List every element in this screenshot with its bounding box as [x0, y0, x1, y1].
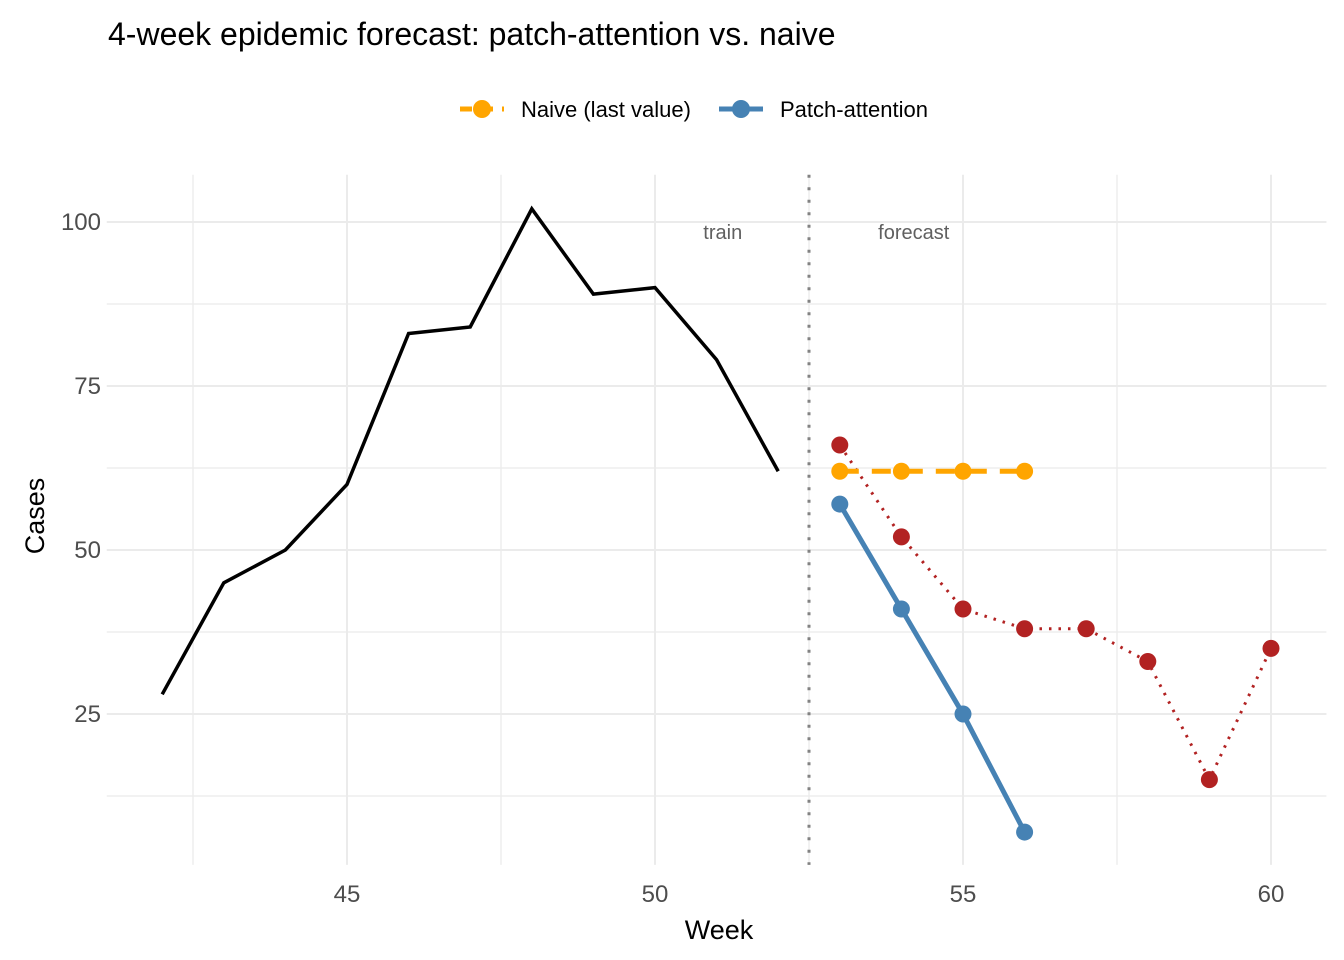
forecast-region-label: forecast [878, 222, 950, 244]
observed-forecast-period-point-week-58 [1139, 653, 1157, 671]
model-forecast-points [831, 495, 1034, 841]
naive-forecast-point-week-54 [892, 462, 910, 480]
tick-label-layer: 25 50 75 100 45 50 55 60 [61, 209, 1284, 908]
y-tick-label-25: 25 [74, 701, 101, 728]
training-data-line [160, 205, 780, 696]
model-forecast-line [837, 502, 1027, 834]
naive-forecast-points [831, 462, 1034, 480]
observed-forecast-period-point-week-54 [892, 528, 910, 546]
x-tick-label-60: 60 [1258, 881, 1285, 908]
x-tick-label-45: 45 [334, 881, 361, 908]
y-axis-title: Cases [20, 478, 50, 555]
model-forecast-point-week-53 [831, 495, 849, 513]
observed-forecast-period-points [831, 436, 1280, 789]
y-tick-label-100: 100 [61, 209, 101, 236]
model-forecast-point-week-54 [892, 600, 910, 618]
legend-item-naive: Naive (last value) [460, 97, 691, 122]
y-tick-label-50: 50 [74, 537, 101, 564]
y-tick-label-75: 75 [74, 373, 101, 400]
train-region-label: train [703, 222, 742, 244]
naive-forecast-point-week-53 [831, 462, 849, 480]
legend: Naive (last value) Patch-attention [460, 97, 928, 122]
observed-forecast-period-point-week-56 [1016, 620, 1034, 638]
plot-title: 4-week epidemic forecast: patch-attentio… [108, 16, 835, 52]
naive-forecast-point-week-56 [1016, 462, 1034, 480]
observed-forecast-period-point-week-55 [954, 600, 972, 618]
naive-legend-label: Naive (last value) [521, 97, 691, 122]
observed-forecast-period-point-week-57 [1077, 620, 1095, 638]
grid-layer [106, 174, 1327, 865]
x-tick-label-50: 50 [642, 881, 669, 908]
naive-legend-key-point [473, 100, 491, 118]
x-axis-title: Week [685, 915, 754, 945]
series-layer [160, 205, 1280, 841]
observed-forecast-period-point-week-60 [1262, 639, 1280, 657]
annotation-layer: train forecast [703, 222, 949, 244]
observed-forecast-period-point-week-53 [831, 436, 849, 454]
observed-forecast-period-point-week-59 [1200, 771, 1218, 789]
patch-attention-legend-key-point [732, 100, 750, 118]
model-forecast-point-week-55 [954, 705, 972, 723]
naive-forecast-point-week-55 [954, 462, 972, 480]
x-tick-label-55: 55 [950, 881, 977, 908]
patch-attention-legend-label: Patch-attention [780, 97, 928, 122]
model-forecast-point-week-56 [1016, 823, 1034, 841]
legend-item-patch-attention: Patch-attention [719, 97, 928, 122]
